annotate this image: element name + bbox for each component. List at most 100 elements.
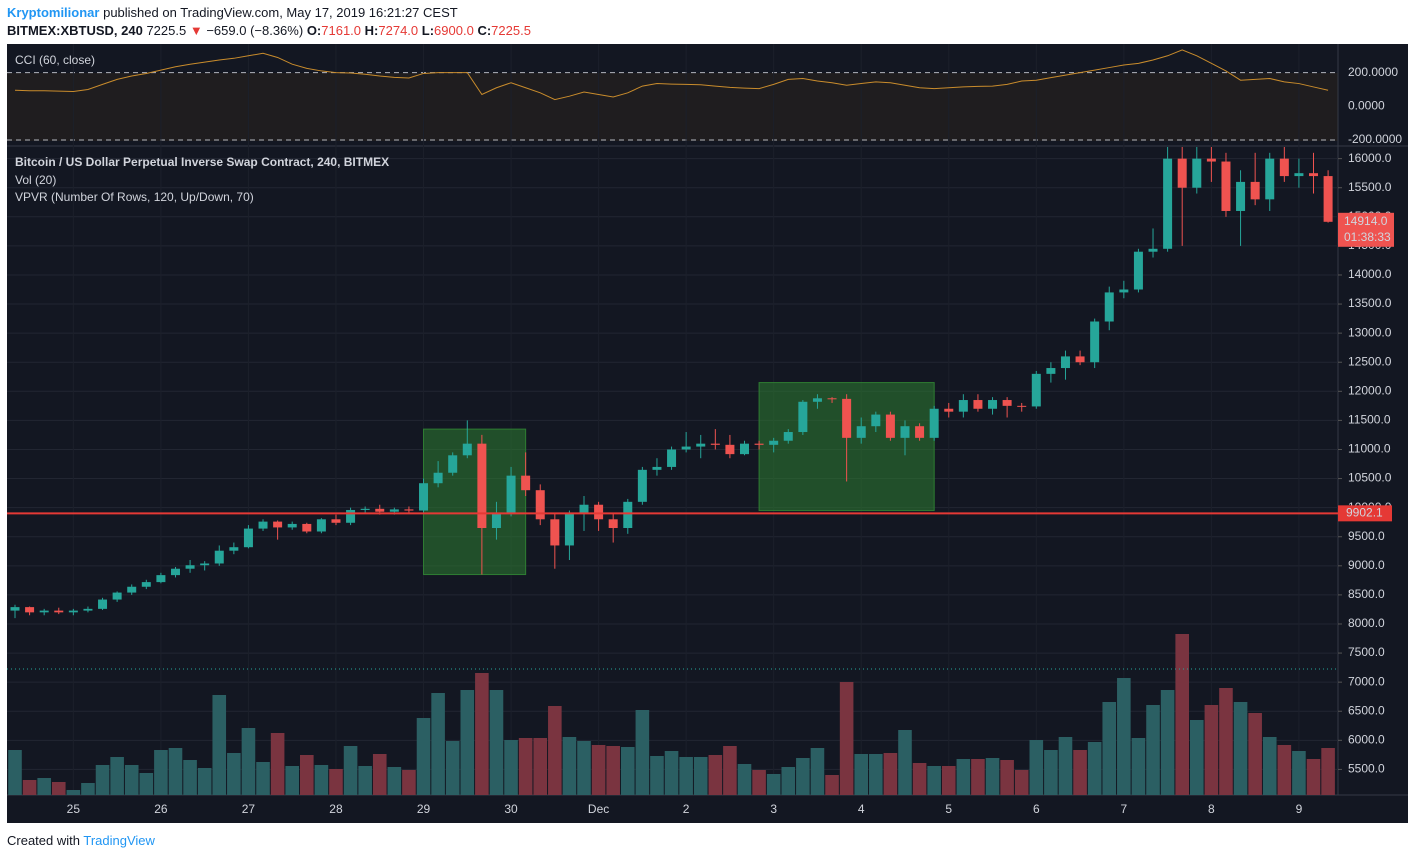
volume-bar xyxy=(1102,702,1117,795)
volume-bar xyxy=(329,769,343,795)
brand[interactable]: TradingView xyxy=(83,833,155,848)
author[interactable]: Kryptomilionar xyxy=(7,5,100,20)
volume-bar xyxy=(110,757,124,795)
candle-body xyxy=(1163,158,1173,249)
y2-tick-label: 200.0000 xyxy=(1348,65,1398,79)
volume-bar xyxy=(475,673,489,795)
candle-body xyxy=(404,509,414,511)
candle-body xyxy=(696,443,706,447)
candle-body xyxy=(243,528,253,548)
level-tag xyxy=(1338,505,1392,522)
volume-bar xyxy=(285,766,300,795)
volume-bar xyxy=(66,790,81,795)
volume-bar xyxy=(183,760,197,795)
candle-body xyxy=(754,443,764,445)
volume-bar xyxy=(971,759,985,795)
cci-band xyxy=(7,73,1338,141)
y-tick-label: 9500.0 xyxy=(1348,529,1385,543)
last-price-label: 14914.0 xyxy=(1344,214,1388,228)
candle-body xyxy=(740,443,749,455)
candle-body xyxy=(1236,181,1246,211)
candle-body xyxy=(564,513,574,546)
symbol: BITMEX:XBTUSD, 240 xyxy=(7,23,143,38)
volume-bar xyxy=(1073,750,1087,795)
volume-bar xyxy=(1146,705,1160,795)
volume-bar xyxy=(985,758,1000,795)
y-tick-label: 12500.0 xyxy=(1348,354,1392,368)
candle-body xyxy=(812,398,822,402)
y-tick-label: 7500.0 xyxy=(1348,645,1385,659)
volume-bar xyxy=(402,770,416,795)
candle-body xyxy=(885,414,895,438)
volume-bar xyxy=(154,750,168,795)
volume-bar xyxy=(445,741,460,795)
candle-body xyxy=(856,426,866,438)
volume-bar xyxy=(781,767,796,795)
volume-bar xyxy=(212,695,227,795)
candle-body xyxy=(1206,158,1216,162)
y-tick-label: 12000.0 xyxy=(1348,383,1392,397)
candle-body xyxy=(346,509,356,523)
x-tick-label: 29 xyxy=(417,802,431,816)
candle-body xyxy=(448,455,458,473)
candle-body xyxy=(25,607,35,613)
y-tick-label: 13500.0 xyxy=(1348,296,1392,310)
candle-body xyxy=(1075,356,1085,363)
volume-bar xyxy=(1233,702,1248,795)
candle-body xyxy=(389,509,399,512)
created: Created with xyxy=(7,833,80,848)
y-tick-label: 15500.0 xyxy=(1348,180,1392,194)
cci-line xyxy=(14,49,1329,101)
header: Kryptomilionar published on TradingView.… xyxy=(7,4,531,40)
candle-body xyxy=(798,401,808,433)
volume-bar xyxy=(1160,690,1175,795)
volume-bar xyxy=(1087,742,1102,795)
background xyxy=(7,44,1408,823)
volume-bar xyxy=(387,767,402,795)
candle-body xyxy=(287,523,297,528)
volume-bar xyxy=(1248,713,1262,795)
volume-bar xyxy=(548,706,562,795)
candle-body xyxy=(827,398,837,400)
volume-bar xyxy=(941,766,956,795)
candle-body xyxy=(783,432,793,441)
volume-bar xyxy=(1000,760,1014,795)
volume-bar xyxy=(956,759,971,795)
candle-body xyxy=(594,504,604,520)
y-tick-label: 8500.0 xyxy=(1348,587,1385,601)
volume-bar xyxy=(708,755,723,795)
volume-bar xyxy=(1292,751,1306,795)
x-tick-label: 27 xyxy=(242,802,256,816)
candle-body xyxy=(39,610,49,613)
candle-body xyxy=(1090,321,1100,363)
y-tick-label: 11000.0 xyxy=(1348,442,1391,456)
volume-bar xyxy=(679,757,693,795)
high: 7274.0 xyxy=(378,23,419,38)
candle-body xyxy=(273,521,283,528)
candle-body xyxy=(419,483,429,511)
candle-body xyxy=(302,523,312,532)
volume-bar xyxy=(883,753,898,795)
volume-bar xyxy=(752,770,766,795)
candle-body xyxy=(477,443,487,529)
candle-body xyxy=(667,449,677,467)
candle-body xyxy=(1192,158,1202,188)
candle-body xyxy=(1177,158,1187,188)
volume-bar xyxy=(139,773,154,795)
candle-body xyxy=(1133,251,1143,290)
candle-body xyxy=(521,475,531,491)
open: 7161.0 xyxy=(321,23,362,38)
volume-bar xyxy=(416,718,431,795)
volume-bar xyxy=(591,745,606,795)
o-label: O: xyxy=(306,23,322,38)
candle-body xyxy=(1250,181,1260,200)
x-tick-label: Dec xyxy=(588,802,609,816)
volume-bar xyxy=(8,750,22,795)
volume-bar xyxy=(1306,759,1321,795)
y-tick-label: 7000.0 xyxy=(1348,674,1385,688)
y2-tick-label: 0.0000 xyxy=(1348,98,1385,112)
candle-body xyxy=(681,446,691,450)
volume-bar xyxy=(270,733,285,795)
candle-body xyxy=(608,519,618,529)
